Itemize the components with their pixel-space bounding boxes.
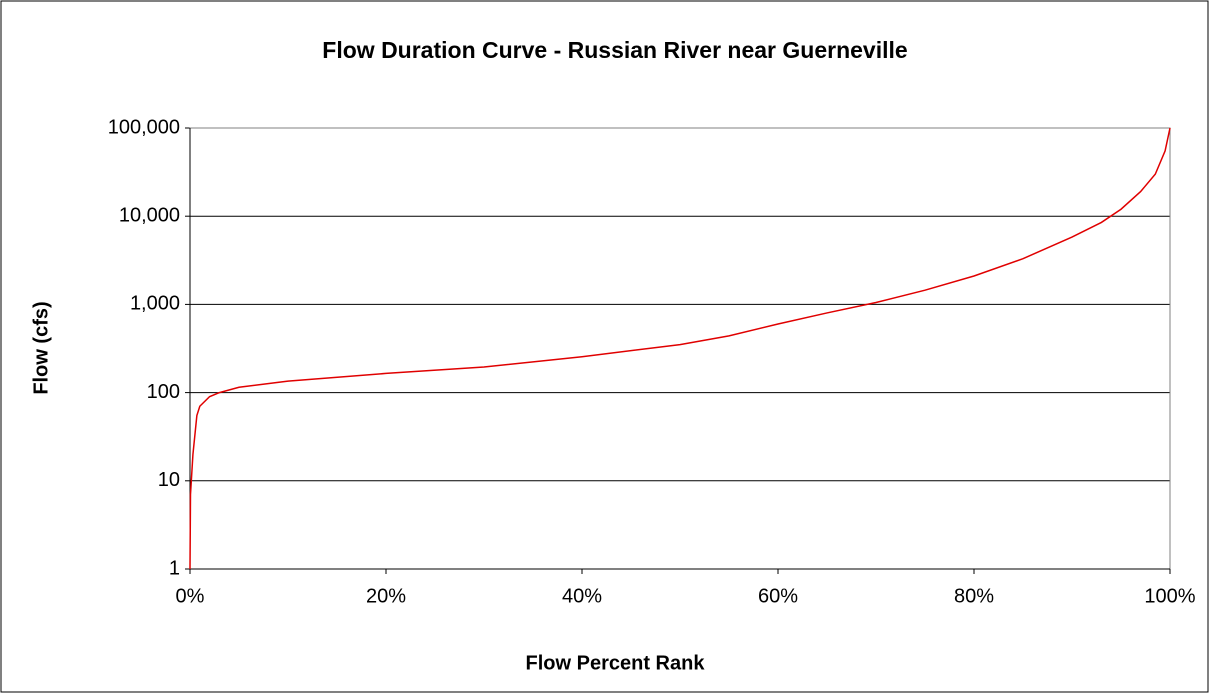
x-tick-label: 80%	[954, 585, 994, 607]
x-tick-label: 60%	[758, 585, 798, 607]
flow-line	[189, 127, 1171, 570]
y-axis-label: Flow (cfs)	[30, 301, 52, 394]
x-tick-label: 20%	[366, 585, 406, 607]
x-axis-label: Flow Percent Rank	[526, 652, 706, 674]
y-tick-label: 1,000	[130, 293, 180, 315]
x-tick-label: 100%	[1144, 585, 1195, 607]
y-tick-label: 1	[169, 557, 180, 579]
x-tick-label: 40%	[562, 585, 602, 607]
y-tick-label: 100,000	[108, 116, 180, 138]
y-tick-label: 100	[147, 381, 180, 403]
y-tick-label: 10	[158, 469, 180, 491]
y-tick-label: 10,000	[119, 204, 180, 226]
chart-title: Flow Duration Curve - Russian River near…	[322, 37, 907, 63]
x-tick-label: 0%	[176, 585, 205, 607]
